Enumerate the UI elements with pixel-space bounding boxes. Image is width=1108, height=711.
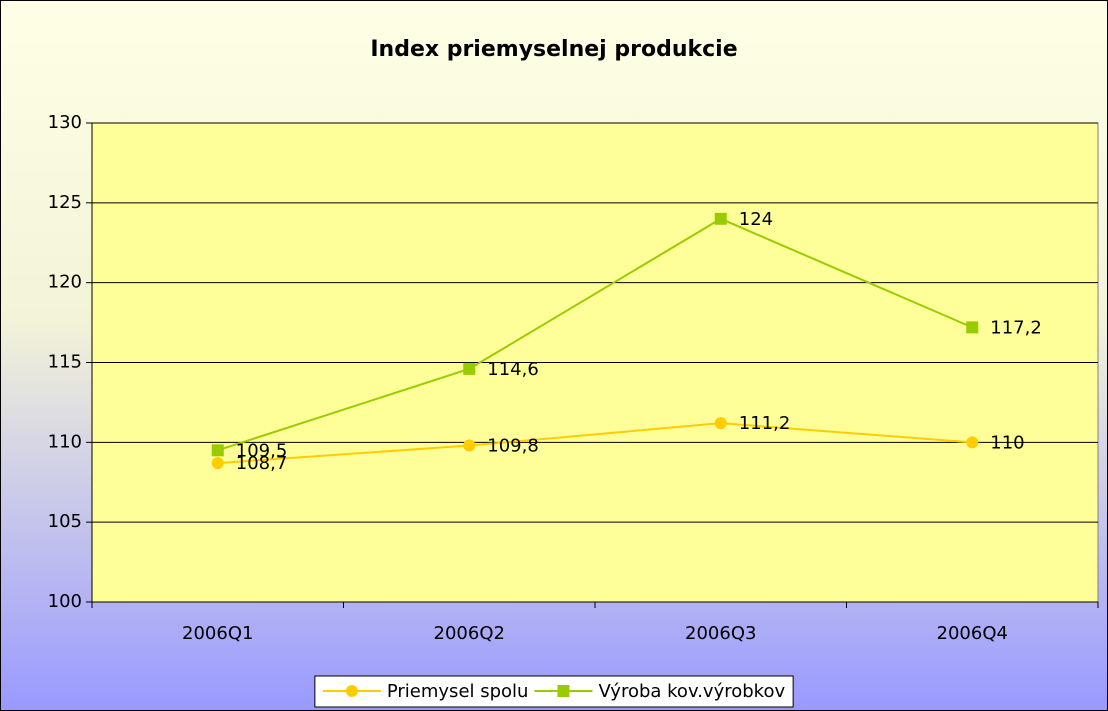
series-line [217,217,973,452]
data-label: 109,5 [236,440,288,461]
data-point [714,417,727,430]
y-tick-label: 100 [48,591,82,612]
data-point [966,321,979,334]
data-point [211,457,224,470]
data-label: 109,8 [487,436,539,457]
data-label: 114,6 [487,359,539,380]
data-label: 110 [990,432,1024,453]
y-tick-label: 105 [48,511,82,532]
data-point [463,362,476,375]
x-tick-label: 2006Q3 [685,623,756,644]
x-tick-label: 2006Q2 [434,623,505,644]
chart-title: Index priemyselnej produkcie [370,37,737,62]
y-tick-label: 125 [48,192,82,213]
y-tick-label: 130 [48,112,82,133]
data-label: 111,2 [739,413,791,434]
y-tick-label: 115 [48,352,82,373]
data-label: 124 [739,209,773,230]
legend-marker [557,685,570,697]
x-tick-label: 2006Q1 [182,623,253,644]
data-point [714,212,727,225]
legend-label: Výroba kov.výrobkov [598,681,785,702]
data-label: 117,2 [990,317,1042,338]
x-tick-label: 2006Q4 [937,623,1008,644]
legend-marker [345,685,358,697]
data-label: 108,7 [236,453,288,474]
series-line [217,422,973,465]
data-point [463,439,476,452]
y-tick-label: 110 [48,431,82,452]
legend-label: Priemysel spolu [387,681,529,702]
y-tick-label: 120 [48,272,82,293]
data-point [211,444,224,457]
data-point [966,436,979,449]
